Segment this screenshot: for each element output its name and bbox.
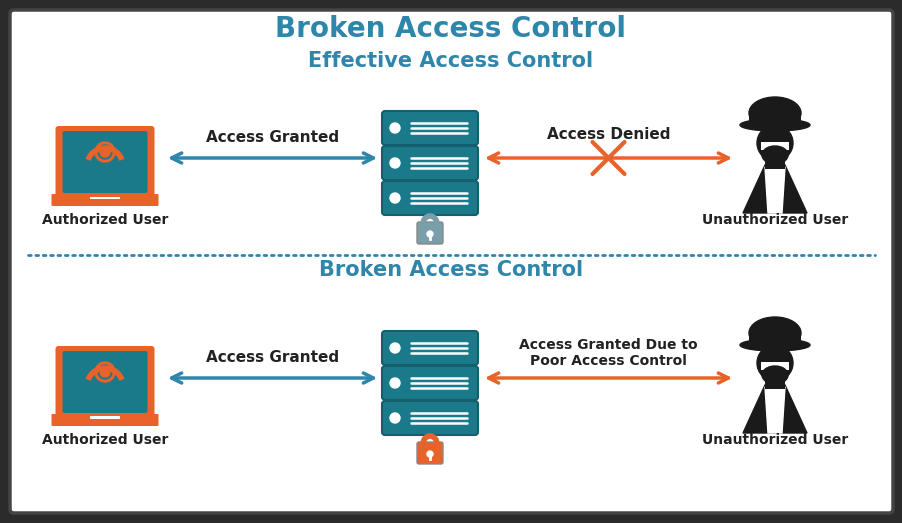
FancyBboxPatch shape	[382, 366, 477, 400]
FancyBboxPatch shape	[10, 10, 892, 513]
Ellipse shape	[761, 146, 787, 164]
FancyBboxPatch shape	[382, 331, 477, 365]
Circle shape	[390, 413, 400, 423]
FancyBboxPatch shape	[62, 351, 147, 413]
FancyBboxPatch shape	[51, 414, 159, 426]
FancyBboxPatch shape	[417, 442, 443, 464]
FancyBboxPatch shape	[764, 161, 784, 169]
FancyBboxPatch shape	[760, 142, 788, 150]
FancyBboxPatch shape	[748, 331, 800, 345]
Text: Access Denied: Access Denied	[546, 127, 669, 142]
Circle shape	[98, 365, 112, 379]
Polygon shape	[742, 165, 806, 213]
FancyBboxPatch shape	[760, 362, 788, 370]
FancyBboxPatch shape	[764, 381, 784, 389]
Circle shape	[756, 125, 792, 161]
Polygon shape	[764, 167, 784, 213]
FancyBboxPatch shape	[90, 416, 120, 419]
Text: Access Granted Due to
Poor Access Control: Access Granted Due to Poor Access Contro…	[519, 338, 697, 368]
Text: Access Granted: Access Granted	[206, 350, 338, 365]
FancyBboxPatch shape	[382, 111, 477, 145]
Ellipse shape	[748, 317, 800, 349]
Circle shape	[427, 451, 433, 457]
FancyBboxPatch shape	[417, 222, 443, 244]
FancyBboxPatch shape	[769, 158, 780, 166]
Circle shape	[95, 142, 115, 162]
Text: Unauthorized User: Unauthorized User	[701, 433, 847, 447]
Ellipse shape	[739, 339, 809, 351]
FancyBboxPatch shape	[55, 346, 154, 418]
Polygon shape	[742, 385, 806, 433]
Text: Access Granted: Access Granted	[206, 130, 338, 145]
Circle shape	[100, 367, 110, 377]
Ellipse shape	[748, 97, 800, 129]
FancyBboxPatch shape	[51, 194, 159, 206]
Circle shape	[100, 147, 110, 157]
Circle shape	[390, 193, 400, 203]
Circle shape	[98, 145, 112, 159]
Text: Unauthorized User: Unauthorized User	[701, 213, 847, 227]
Text: Effective Access Control: Effective Access Control	[308, 51, 593, 71]
FancyBboxPatch shape	[748, 111, 800, 125]
Circle shape	[390, 123, 400, 133]
Circle shape	[390, 378, 400, 388]
Circle shape	[95, 362, 115, 382]
Text: Broken Access Control: Broken Access Control	[275, 15, 626, 43]
Circle shape	[427, 231, 433, 237]
FancyBboxPatch shape	[382, 181, 477, 215]
Ellipse shape	[739, 119, 809, 131]
FancyBboxPatch shape	[382, 146, 477, 180]
Circle shape	[756, 345, 792, 381]
FancyBboxPatch shape	[90, 197, 120, 199]
Ellipse shape	[761, 366, 787, 384]
FancyBboxPatch shape	[62, 131, 147, 193]
Polygon shape	[764, 387, 784, 433]
Text: Broken Access Control: Broken Access Control	[318, 260, 583, 280]
Circle shape	[390, 343, 400, 353]
FancyBboxPatch shape	[382, 401, 477, 435]
FancyBboxPatch shape	[769, 378, 780, 386]
FancyBboxPatch shape	[55, 126, 154, 198]
Text: Authorized User: Authorized User	[41, 433, 168, 447]
Text: Authorized User: Authorized User	[41, 213, 168, 227]
Circle shape	[390, 158, 400, 168]
